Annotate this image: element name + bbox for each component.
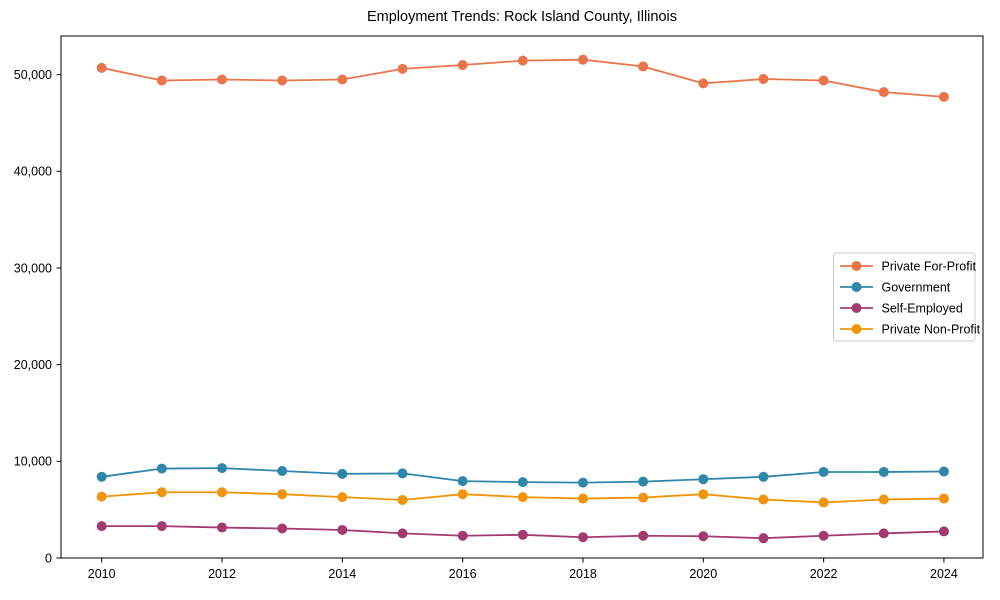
x-tick-label: 2012	[208, 567, 236, 581]
y-tick-label: 0	[45, 551, 52, 565]
data-point	[638, 492, 649, 503]
data-point	[638, 61, 649, 72]
data-point	[517, 529, 528, 540]
data-point	[457, 476, 468, 487]
legend-item-private-non-profit: Private Non-Profit	[840, 322, 981, 336]
x-tick-label: 2022	[810, 567, 838, 581]
data-point	[577, 493, 588, 504]
legend-marker	[851, 282, 862, 292]
legend-marker	[851, 324, 862, 334]
chart-title: Employment Trends: Rock Island County, I…	[367, 9, 677, 25]
data-point	[337, 492, 348, 503]
plot-frame	[60, 35, 984, 559]
y-tick-label: 10,000	[14, 455, 52, 469]
data-point	[577, 532, 588, 543]
data-point	[337, 468, 348, 479]
data-point	[217, 74, 228, 85]
y-tick-label: 50,000	[14, 68, 52, 82]
data-point	[457, 530, 468, 541]
data-point	[277, 75, 288, 86]
data-point	[397, 528, 408, 539]
data-point	[577, 54, 588, 65]
data-point	[818, 466, 829, 477]
data-point	[517, 55, 528, 66]
legend-label: Private Non-Profit	[882, 322, 981, 336]
x-tick-label: 2018	[569, 567, 597, 581]
x-tick-label: 2024	[930, 567, 958, 581]
data-point	[878, 494, 889, 505]
data-point	[457, 489, 468, 500]
data-point	[878, 466, 889, 477]
data-point	[758, 74, 769, 85]
legend-label: Self-Employed	[882, 301, 963, 315]
data-point	[698, 489, 709, 500]
data-point	[96, 521, 107, 532]
x-tick-label: 2020	[689, 567, 717, 581]
data-point	[397, 495, 408, 505]
data-point	[217, 463, 228, 474]
data-point	[938, 493, 949, 504]
data-point	[96, 471, 107, 482]
y-tick-label: 20,000	[14, 358, 52, 372]
data-point	[517, 477, 528, 488]
data-point	[397, 63, 408, 74]
data-point	[217, 487, 228, 498]
data-point	[96, 62, 107, 73]
x-tick-label: 2014	[328, 567, 356, 581]
plot-area: 0 10,000 20,000 30,000 40,000 50,000 2010 2012 2…	[14, 35, 984, 581]
data-point	[217, 522, 228, 533]
x-tick-label: 2010	[88, 567, 116, 581]
data-point	[337, 74, 348, 85]
legend: Private For-Profit Government Self-Employe…	[833, 252, 981, 342]
data-point	[938, 466, 949, 477]
legend-box	[833, 252, 976, 342]
data-point	[277, 466, 288, 476]
data-point	[337, 524, 348, 535]
data-point	[818, 75, 829, 86]
data-point	[758, 494, 769, 505]
legend-item-private-for-profit: Private For-Profit	[840, 259, 976, 273]
data-point	[638, 530, 649, 541]
data-point	[818, 497, 829, 508]
data-point	[577, 477, 588, 488]
x-tick-label: 2016	[449, 567, 477, 581]
data-point	[758, 471, 769, 482]
data-point	[698, 78, 709, 89]
legend-marker	[851, 261, 862, 271]
data-point	[397, 468, 408, 479]
data-point	[156, 521, 167, 532]
data-point	[156, 75, 167, 86]
legend-item-self-employed: Self-Employed	[840, 301, 963, 315]
data-point	[517, 492, 528, 503]
data-point	[878, 528, 889, 539]
legend-label: Private For-Profit	[882, 259, 977, 273]
data-point	[156, 463, 167, 474]
y-tick-label: 30,000	[14, 261, 52, 275]
data-point	[96, 491, 107, 502]
data-point	[457, 60, 468, 70]
data-point	[277, 489, 288, 500]
legend-marker	[851, 303, 862, 313]
data-point	[638, 476, 649, 487]
data-point	[758, 533, 769, 544]
y-tick-label: 40,000	[14, 165, 52, 179]
data-point	[938, 91, 949, 102]
legend-item-government: Government	[840, 280, 951, 294]
data-point	[938, 526, 949, 537]
legend-label: Government	[882, 280, 951, 294]
data-point	[277, 523, 288, 534]
data-point	[156, 487, 167, 498]
data-point	[698, 531, 709, 542]
data-point	[818, 530, 829, 541]
data-point	[878, 87, 889, 98]
data-point	[698, 474, 709, 485]
